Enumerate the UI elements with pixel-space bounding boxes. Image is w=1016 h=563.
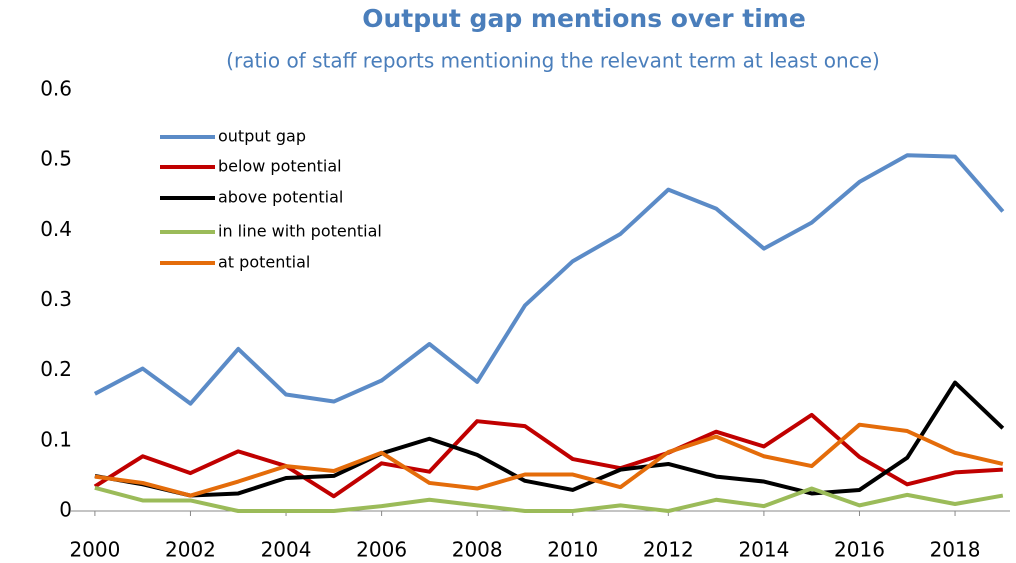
series-line: [94, 485, 1004, 513]
series-line: [94, 422, 1004, 498]
y-tick-label: 0: [59, 498, 72, 522]
series-line: [93, 412, 1003, 499]
series-line: [94, 380, 1005, 498]
legend-label: below potential: [218, 157, 342, 176]
x-tick-label: 2006: [356, 538, 407, 562]
x-tick-label: 2008: [452, 538, 503, 562]
x-tick-label: 2000: [69, 538, 120, 562]
series-line: [93, 153, 1005, 406]
x-tick-label: 2004: [261, 538, 312, 562]
x-tick-label: 2014: [738, 538, 789, 562]
y-tick-label: 0.6: [40, 77, 72, 101]
legend-label: in line with potential: [218, 222, 382, 241]
x-tick-label: 2010: [547, 538, 598, 562]
y-tick-label: 0.2: [40, 357, 72, 381]
chart-subtitle: (ratio of staff reports mentioning the r…: [226, 49, 880, 73]
legend-label: output gap: [218, 127, 306, 146]
legend-label: at potential: [218, 253, 310, 272]
chart-title: Output gap mentions over time: [362, 4, 806, 33]
x-tick-label: 2018: [930, 538, 981, 562]
x-tick-label: 2002: [165, 538, 216, 562]
y-tick-label: 0.3: [40, 287, 72, 311]
x-tick-label: 2012: [643, 538, 694, 562]
x-tick-label: 2016: [834, 538, 885, 562]
y-tick-label: 0.5: [40, 147, 72, 171]
y-tick-label: 0.1: [40, 427, 72, 451]
legend-label: above potential: [218, 188, 343, 207]
y-tick-label: 0.4: [40, 217, 72, 241]
